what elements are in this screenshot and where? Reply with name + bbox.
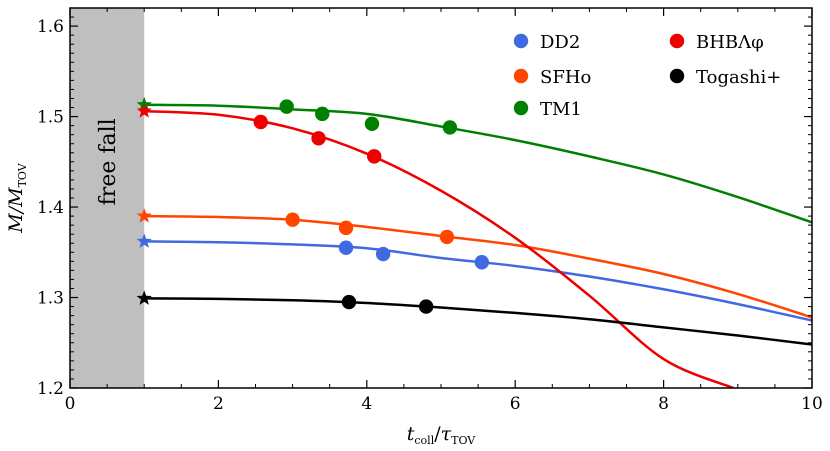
point-togashi-0 (341, 294, 357, 310)
point-sfho-1 (338, 220, 354, 236)
legend-marker-sfho (513, 68, 529, 84)
legend-marker-bhb (669, 33, 685, 49)
legend-marker-dd2 (513, 33, 529, 49)
y-tick-label: 1.6 (37, 17, 64, 37)
legend-label-bhb: BHBΛφ (696, 32, 764, 53)
x-axis-label-sub: coll (414, 434, 434, 447)
point-tm1-2 (364, 116, 380, 132)
legend-label-dd2: DD2 (540, 32, 580, 53)
point-sfho-2 (439, 229, 455, 245)
point-tm1-0 (279, 99, 294, 114)
point-dd2-1 (375, 246, 391, 262)
y-axis-label-main: M/M (5, 187, 27, 234)
legend-marker-tm1 (513, 100, 529, 116)
legend-marker-togashi (669, 68, 685, 84)
star-togashi (136, 290, 152, 305)
point-bhb-2 (367, 149, 382, 164)
point-dd2-2 (474, 255, 490, 270)
x-axis-label-sep: / (434, 423, 441, 445)
point-sfho-0 (285, 212, 300, 227)
shaded-region: free fall (70, 8, 145, 388)
x-tick-label: 0 (65, 394, 76, 414)
legend-label-tm1: TM1 (540, 99, 582, 120)
axis-ticks: 0 2 4 6 8 10 1.2 1.3 1.4 1.5 1.6 (37, 7, 823, 414)
curve-bhb (144, 109, 734, 388)
star-dd2 (136, 233, 152, 248)
curve-dd2 (144, 240, 812, 322)
y-axis-label: M/MTOV (5, 162, 29, 233)
point-tm1-1 (315, 106, 330, 122)
legend: DD2 SFHo TM1 BHBΛφ Togashi+ (513, 32, 781, 120)
star-bhb (136, 103, 152, 118)
y-tick-label: 1.3 (37, 289, 64, 309)
x-tick-label: 10 (801, 394, 823, 414)
point-dd2-0 (338, 240, 354, 255)
x-axis-label-main2: τ (441, 423, 452, 445)
star-sfho (136, 208, 152, 223)
y-axis-label-sub: TOV (16, 162, 29, 187)
curve-tm1 (144, 103, 812, 224)
free-fall-label: free fall (96, 118, 121, 205)
series-curves (144, 103, 812, 388)
x-tick-label: 4 (361, 394, 372, 414)
x-axis-label-sub2: TOV (451, 434, 476, 447)
x-tick-label: 2 (213, 394, 224, 414)
point-bhb-0 (253, 114, 268, 130)
y-tick-label: 1.2 (37, 379, 64, 399)
x-axis-label: tcoll/τTOV (407, 423, 477, 447)
y-tick-label: 1.4 (37, 198, 64, 218)
x-tick-label: 6 (510, 394, 521, 414)
x-tick-label: 8 (658, 394, 669, 414)
curve-sfho (144, 214, 812, 319)
y-tick-label: 1.5 (37, 108, 64, 128)
free-fall-band (70, 8, 145, 388)
legend-label-sfho: SFHo (540, 67, 591, 88)
curve-togashi (144, 297, 812, 346)
point-tm1-3 (442, 120, 458, 135)
legend-label-togashi: Togashi+ (696, 67, 781, 88)
series-markers (136, 96, 490, 314)
point-bhb-1 (311, 131, 326, 146)
x-axis-label-main: t (407, 423, 415, 445)
point-togashi-1 (418, 299, 434, 314)
